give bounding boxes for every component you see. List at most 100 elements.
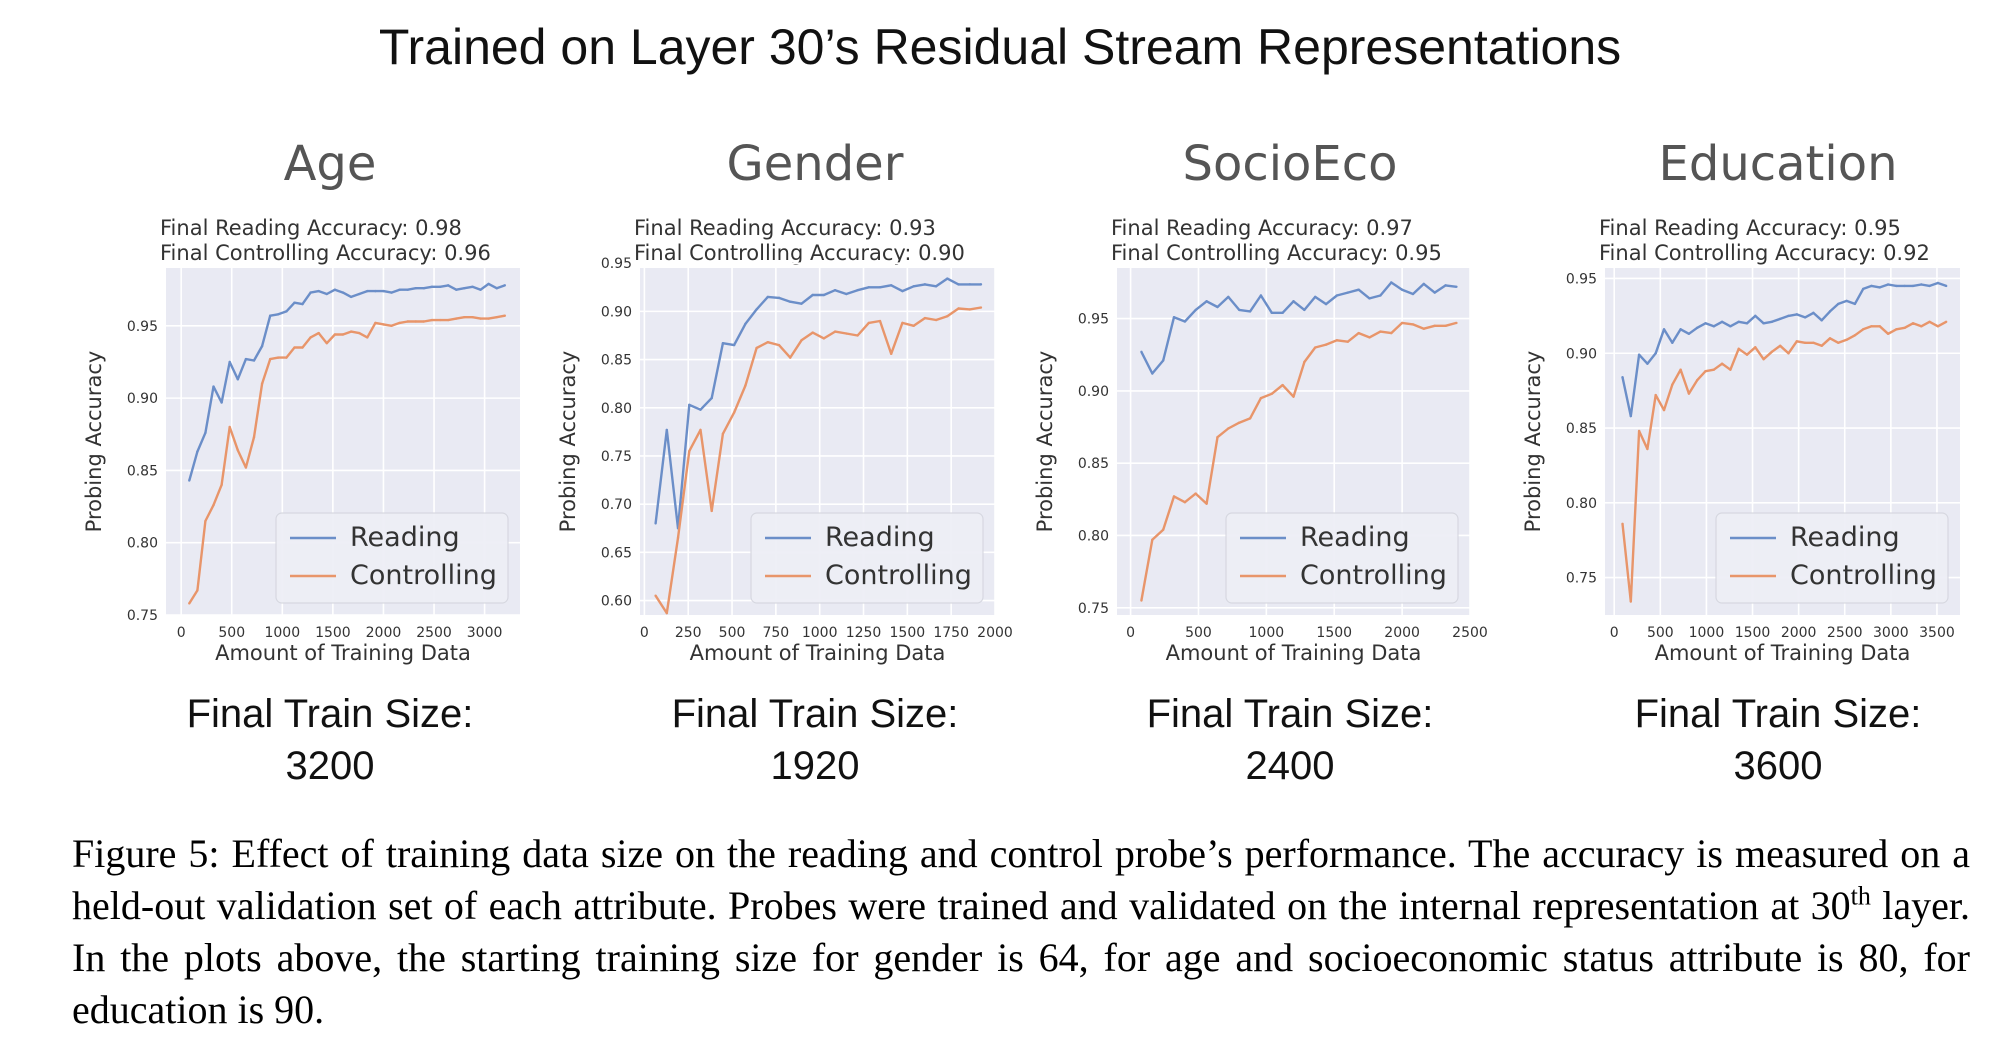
y-tick-label: 0.85 [601, 353, 632, 369]
legend-label-reading: Reading [1790, 522, 1900, 553]
data-point-controlling [430, 318, 434, 322]
data-point-controlling [1400, 321, 1404, 325]
data-point-reading [422, 287, 426, 290]
data-point-reading [789, 300, 792, 303]
y-tick-label: 0.70 [601, 497, 632, 513]
data-point-controlling [979, 306, 983, 309]
data-point-reading [1183, 320, 1187, 323]
data-point-controlling [366, 336, 369, 339]
data-point-reading [1422, 282, 1426, 286]
x-tick-label: 1500 [890, 625, 926, 641]
y-tick-label: 0.90 [601, 304, 632, 320]
data-point-controlling [1654, 393, 1657, 397]
y-tick-label: 0.80 [1078, 528, 1109, 544]
data-point-reading [1259, 294, 1263, 297]
data-point-controlling [333, 333, 337, 336]
data-point-reading [1903, 284, 1906, 288]
data-point-controlling [349, 330, 353, 333]
data-point-controlling [1292, 395, 1295, 398]
data-point-controlling [1621, 522, 1624, 525]
data-point-reading [390, 291, 393, 294]
caption-superscript: th [1850, 881, 1871, 911]
data-point-reading [244, 357, 248, 361]
data-point-reading [1629, 414, 1633, 418]
data-point-controlling [503, 314, 507, 317]
data-point-controlling [1944, 320, 1948, 324]
data-point-reading [833, 288, 837, 292]
data-point-controlling [455, 317, 458, 320]
data-point-reading [1828, 310, 1832, 313]
data-point-reading [293, 301, 296, 304]
data-point-controlling [1172, 495, 1176, 498]
data-point-controlling [1911, 322, 1915, 325]
data-point-reading [845, 292, 848, 296]
data-point-controlling [317, 331, 320, 335]
data-point-controlling [1368, 336, 1371, 339]
data-point-controlling [1314, 346, 1317, 349]
data-point-reading [317, 289, 320, 293]
data-point-reading [1911, 284, 1915, 288]
data-point-controlling [732, 411, 736, 414]
data-point-reading [503, 284, 507, 287]
data-point-controlling [341, 333, 345, 336]
x-tick-label: 1000 [264, 625, 300, 641]
data-point-reading [220, 401, 223, 404]
subtitle-reading-age: Final Reading Accuracy: 0.98 [160, 216, 462, 240]
data-point-reading [1803, 316, 1807, 319]
x-tick-label: 500 [218, 625, 245, 641]
x-axis-label: Amount of Training Data [1166, 641, 1422, 665]
subtitle-controlling-socioeco: Final Controlling Accuracy: 0.95 [1111, 241, 1442, 265]
y-tick-label: 0.80 [1566, 496, 1597, 512]
x-tick-label: 500 [1185, 625, 1212, 641]
x-tick-label: 2500 [1827, 625, 1863, 641]
data-point-controlling [1861, 328, 1865, 331]
data-point-reading [1762, 322, 1765, 325]
data-point-controlling [833, 330, 837, 333]
data-point-controlling [1837, 341, 1840, 344]
data-point-controlling [1259, 396, 1263, 400]
data-point-controlling [1870, 325, 1873, 328]
data-point-reading [309, 291, 312, 294]
x-axis-label: Amount of Training Data [1655, 641, 1911, 665]
data-point-reading [1845, 299, 1848, 303]
data-point-controlling [1696, 378, 1699, 382]
data-point-controlling [856, 334, 859, 337]
final-train-size-value: 2400 [1246, 744, 1335, 788]
data-point-controlling [1248, 417, 1252, 420]
data-point-reading [822, 293, 826, 297]
data-point-reading [349, 295, 353, 299]
data-point-controlling [688, 449, 691, 453]
x-tick-label: 2500 [1452, 625, 1488, 641]
data-point-controlling [357, 331, 361, 335]
data-point-reading [1390, 281, 1393, 284]
data-point-controlling [1795, 340, 1798, 343]
data-point-controlling [1704, 370, 1707, 373]
data-point-reading [1411, 292, 1415, 296]
data-point-controlling [1444, 324, 1447, 328]
legend-box [275, 512, 509, 604]
y-tick-label: 0.85 [127, 463, 158, 479]
data-point-controlling [463, 315, 466, 319]
final-train-size-label: Final Train Size: [187, 692, 474, 736]
subtitle-controlling-age: Final Controlling Accuracy: 0.96 [160, 241, 491, 265]
data-point-controlling [676, 536, 680, 540]
data-point-reading [1878, 286, 1881, 289]
data-point-controlling [934, 318, 938, 322]
data-point-reading [1704, 322, 1707, 325]
legend-box [1225, 512, 1459, 604]
data-point-reading [1654, 352, 1657, 355]
data-point-reading [188, 479, 191, 482]
data-point-controlling [285, 356, 288, 359]
x-tick-label: 500 [1647, 625, 1674, 641]
data-point-controlling [890, 352, 893, 355]
data-point-reading [665, 428, 669, 432]
x-tick-label: 2000 [977, 625, 1013, 641]
data-point-reading [1679, 328, 1682, 331]
data-point-controlling [446, 318, 450, 322]
data-point-reading [1400, 288, 1404, 291]
chart-title-gender: Gender [727, 136, 904, 192]
data-point-controlling [1357, 331, 1360, 335]
data-point-reading [699, 408, 702, 411]
series-line-controlling [188, 314, 506, 605]
y-tick-label: 0.80 [601, 401, 632, 417]
